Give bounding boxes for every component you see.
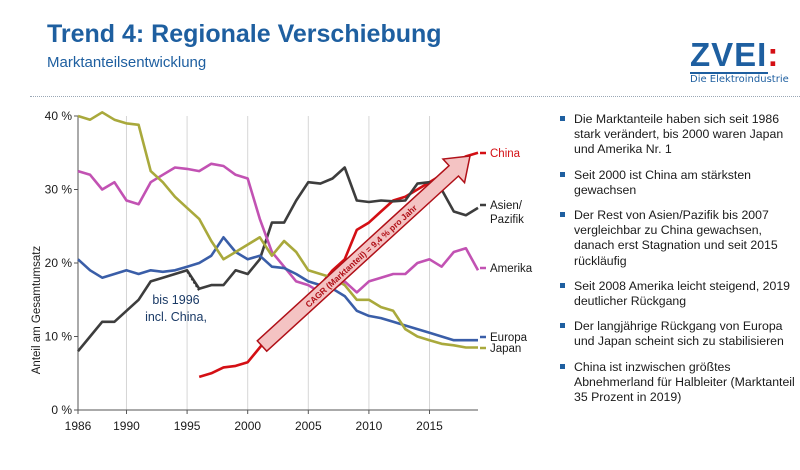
x-tick-label: 2015: [416, 419, 443, 433]
x-tick-label: 2000: [234, 419, 261, 433]
bullet-text: Der Rest von Asien/Pazifik bis 2007 verg…: [574, 208, 778, 268]
japan-label: Japan: [490, 343, 521, 355]
bullet-text: Der langjährige Rückgang von Europa und …: [574, 319, 784, 349]
x-tick-label: 2010: [356, 419, 383, 433]
y-tick-label: 20 %: [45, 256, 73, 270]
page-title: Trend 4: Regionale Verschiebung: [47, 20, 442, 48]
america-label: Amerika: [490, 263, 533, 275]
logo-underline: [690, 72, 768, 74]
bullet-marker: [560, 363, 565, 369]
logo-colon: :: [767, 36, 780, 73]
x-tick-label: 1990: [113, 419, 140, 433]
asia-label-line1: Asien/: [490, 200, 523, 212]
bullet-marker: [560, 116, 565, 121]
bullet-marker: [560, 323, 565, 329]
series-line-europe: [77, 236, 478, 342]
page-subtitle: Marktanteilsentwicklung: [47, 54, 207, 71]
bullet-marker: [560, 282, 565, 288]
chart-axes: 0 % 10 % 20 % 30 % 40 % 1986 1990 1995 2000 2005 2…: [45, 109, 478, 433]
series-line-asia: [76, 166, 479, 353]
bullet-marker: [560, 212, 565, 218]
chart-overlay: bis 1996 incl. China, CAGR (Marktanteil) =…: [145, 148, 533, 355]
bullet-text: Die Marktanteile haben sich seit 1986 st…: [574, 112, 784, 157]
bullet-item: Seit 2000 ist China am stärksten gewachs…: [560, 168, 795, 198]
x-tick-label: 1995: [174, 419, 201, 433]
bis1996-annotation-line2: incl. China,: [145, 310, 207, 324]
cagr-arrow: CAGR (Marktanteil) = 9,4 % pro Jahr: [256, 155, 471, 353]
chart-grid: [125, 116, 431, 410]
bis1996-annotation-line1: bis 1996: [152, 293, 199, 307]
y-axis-label: Anteil am Gesamtumsatz: [31, 246, 43, 375]
header-divider: [30, 96, 800, 98]
bullet-item: Der langjährige Rückgang von Europa und …: [560, 319, 795, 349]
x-tick-label: 2005: [295, 419, 322, 433]
bullet-item: Die Marktanteile haben sich seit 1986 st…: [560, 112, 795, 158]
asia-label-line2: Pazifik: [490, 214, 524, 226]
y-tick-label: 10 %: [45, 330, 73, 344]
y-tick-label: 0 %: [51, 403, 72, 417]
y-tick-label: 40 %: [45, 109, 73, 123]
cagr-arrow-shape: [256, 155, 471, 353]
logo-tagline: Die Elektroindustrie: [690, 74, 789, 85]
bullet-marker: [560, 171, 565, 177]
logo-text: ZVEI: [690, 36, 768, 73]
x-tick-label: 1986: [65, 419, 92, 433]
key-findings-list: Die Marktanteile haben sich seit 1986 st…: [560, 112, 795, 415]
bullet-text: China ist inzwischen größtes Abnehmerlan…: [574, 359, 795, 405]
china-label: China: [490, 148, 521, 160]
market-share-chart: 0 % 10 % 20 % 30 % 40 % 1986 1990 1995 2000 2005 2…: [31, 109, 533, 433]
bullet-item: Der Rest von Asien/Pazifik bis 2007 verg…: [560, 208, 795, 269]
logo-wordmark: ZVEI:: [690, 38, 790, 72]
bullet-item: Seit 2008 Amerika leicht steigend, 2019 …: [560, 279, 795, 309]
series-line-america: [77, 162, 480, 294]
bullet-text: Seit 2000 ist China am stärksten gewachs…: [574, 167, 752, 197]
zvei-logo: ZVEI: Die Elektroindustrie: [690, 38, 790, 85]
bullet-text: Seit 2008 Amerika leicht steigend, 2019 …: [574, 278, 791, 309]
y-tick-label: 30 %: [45, 183, 73, 197]
europe-label: Europa: [490, 332, 528, 344]
series-line-japan: [77, 111, 478, 349]
bullet-item: China ist inzwischen größtes Abnehmerlan…: [560, 360, 795, 406]
cagr-label: CAGR (Marktanteil) = 9,4 % pro Jahr: [303, 202, 419, 309]
